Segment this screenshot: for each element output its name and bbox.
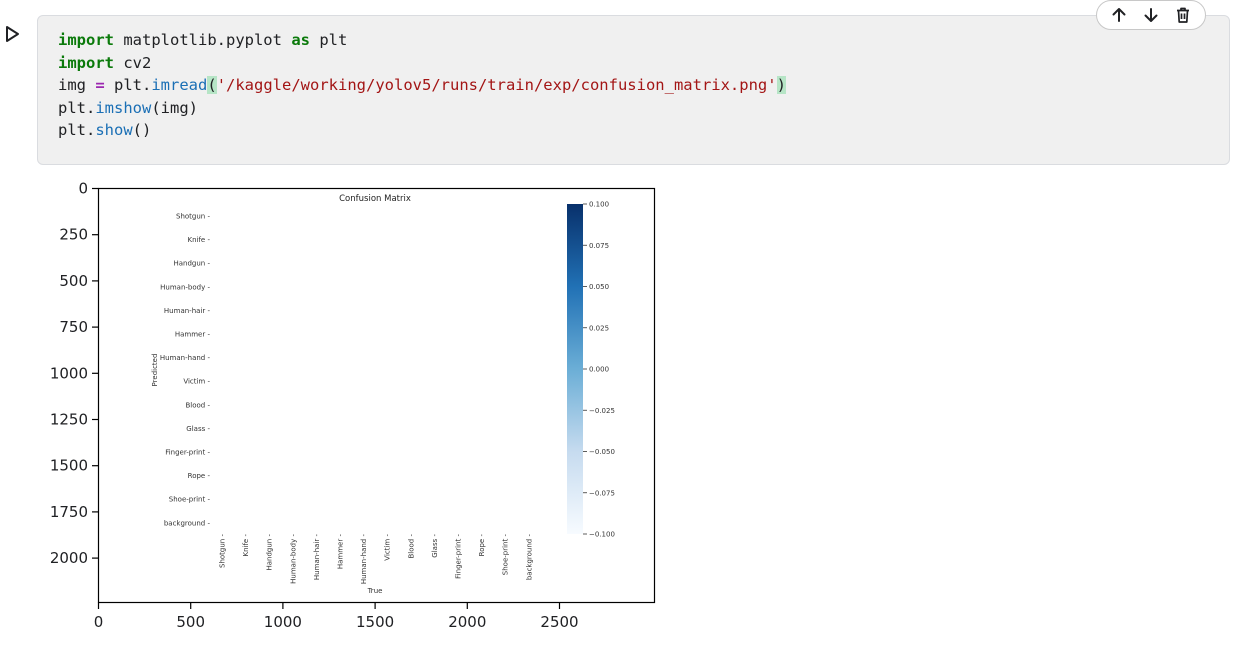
predicted-class-label: Glass - (186, 425, 210, 433)
y-tick-label: 500 (59, 272, 88, 290)
colorbar-tick-label: 0.000 (589, 366, 609, 374)
code-line-1: import matplotlib.pyplot as plt (58, 31, 348, 49)
true-class-label: Human-body - (289, 534, 297, 584)
y-tick-label: 1000 (50, 364, 88, 382)
x-tick-label: 1000 (264, 613, 302, 631)
predicted-class-label: Shotgun - (176, 213, 210, 221)
colorbar-tick-label: −0.025 (589, 407, 615, 415)
move-cell-up-button[interactable] (1108, 4, 1130, 26)
y-tick-label: 0 (78, 180, 88, 198)
trash-icon (1177, 7, 1189, 23)
colorbar (567, 204, 583, 534)
predicted-class-label: Human-body - (160, 283, 210, 291)
y-tick-label: 1500 (50, 457, 88, 475)
y-tick-label: 1250 (50, 411, 88, 429)
predicted-class-label: Victim - (183, 378, 210, 386)
arrow-down-icon (1144, 8, 1158, 22)
true-class-label: Glass - (431, 534, 439, 558)
x-tick-label: 0 (94, 613, 104, 631)
predicted-class-label: Blood - (185, 401, 210, 409)
predicted-class-label: Knife - (188, 236, 211, 244)
true-axis-label: True (367, 587, 383, 595)
code-editor[interactable]: import matplotlib.pyplot as plt import c… (58, 29, 786, 142)
code-line-2: import cv2 (58, 53, 152, 72)
x-tick-label: 2500 (540, 613, 578, 631)
predicted-class-label: background - (164, 519, 211, 527)
true-class-label: background - (525, 534, 533, 581)
x-tick-label: 1500 (356, 613, 394, 631)
delete-cell-button[interactable] (1172, 4, 1194, 26)
colorbar-tick-label: −0.075 (589, 489, 615, 497)
run-cell-button[interactable] (2, 24, 22, 44)
x-tick-label: 500 (176, 613, 205, 631)
y-tick-label: 250 (59, 226, 88, 244)
confusion-matrix-title: Confusion Matrix (339, 194, 411, 204)
true-class-label: Rope - (478, 534, 486, 557)
code-cell[interactable]: import matplotlib.pyplot as plt import c… (37, 15, 1230, 165)
predicted-class-label: Rope - (188, 472, 211, 480)
y-tick-label: 1750 (50, 503, 88, 521)
true-class-label: Blood - (407, 534, 415, 559)
true-class-label: Human-hair - (313, 534, 321, 581)
code-line-4: plt.imshow(img) (58, 98, 198, 117)
true-class-label: Handgun - (266, 534, 274, 571)
true-class-label: Hammer - (337, 534, 345, 570)
predicted-class-label: Handgun - (173, 260, 210, 268)
predicted-class-label: Human-hand - (160, 354, 211, 362)
colorbar-tick-label: −0.100 (589, 531, 615, 539)
true-class-label: Knife - (242, 534, 250, 557)
true-class-label: Victim - (384, 534, 392, 561)
output-plot: 0 250 500 750 1000 1250 1500 1750 2000 0 500 1000 15… (50, 180, 656, 631)
predicted-axis-label: Predicted (151, 354, 159, 387)
axes-frame (97, 187, 656, 604)
cell-toolbar (1096, 0, 1206, 30)
predicted-class-label: Human-hair - (164, 307, 211, 315)
predicted-class-label: Hammer - (175, 331, 211, 339)
x-tick-label: 2000 (448, 613, 486, 631)
colorbar-tick-label: 0.075 (589, 242, 609, 250)
true-class-label: Shotgun - (219, 534, 227, 568)
y-tick-label: 750 (59, 318, 88, 336)
code-line-5: plt.show() (58, 121, 152, 139)
move-cell-down-button[interactable] (1140, 4, 1162, 26)
predicted-class-label: Shoe-print - (169, 496, 211, 504)
predicted-class-label: Finger-print - (165, 449, 210, 457)
true-class-label: Shoe-print - (502, 534, 510, 576)
code-line-3: img = plt.imread('/kaggle/working/yolov5… (58, 76, 786, 94)
y-tick-label: 2000 (50, 549, 88, 567)
true-class-label: Human-hand - (360, 534, 368, 585)
colorbar-tick-label: 0.100 (589, 201, 609, 209)
play-icon (6, 26, 19, 42)
colorbar-tick-label: 0.050 (589, 283, 609, 291)
colorbar-tick-label: −0.050 (589, 448, 615, 456)
colorbar-tick-label: 0.025 (589, 324, 609, 332)
true-class-label: Finger-print - (455, 534, 463, 579)
arrow-up-icon (1112, 8, 1126, 22)
